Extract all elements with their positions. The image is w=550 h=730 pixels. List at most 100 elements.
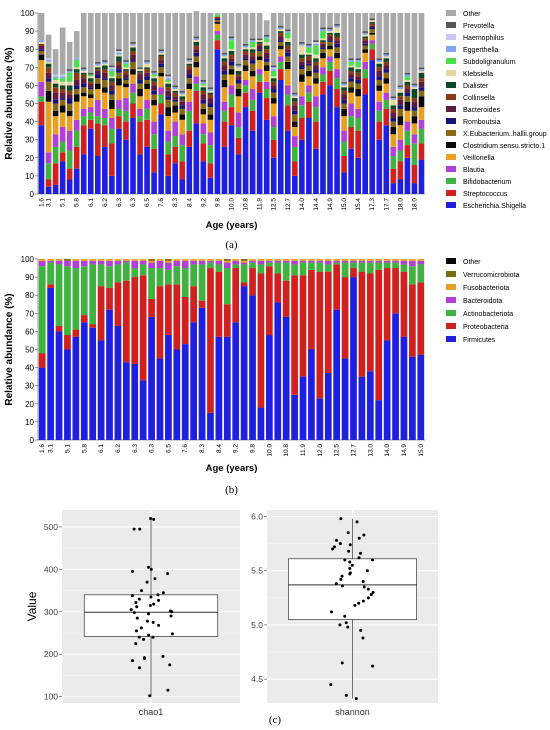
x-tick-label: 6.3 — [132, 444, 139, 453]
bar-segment-streptococcus — [116, 116, 122, 129]
bar-segment-firmicutes — [198, 307, 206, 440]
bar-segment-eggerthella — [299, 43, 305, 46]
bar-segment-other — [59, 27, 66, 75]
data-point — [130, 570, 134, 574]
data-point — [130, 594, 134, 598]
bar-segment-actinobacteriota — [324, 264, 332, 272]
data-point — [134, 600, 138, 604]
bar-segment-subdoligranulum — [404, 76, 411, 80]
bar-segment-haemophilus — [45, 58, 52, 61]
bar-segment-firmicutes — [400, 336, 408, 440]
bar-segment-prevotella — [404, 72, 411, 75]
legend-entry: Other — [463, 11, 481, 18]
bar-segment-escherichia-shigella — [109, 175, 115, 194]
bar-segment-klebsiella — [320, 38, 326, 41]
bar-segment-fusobacteriota — [308, 259, 315, 261]
bar-segment-actinobacteriota — [106, 266, 113, 288]
bar-segment-veillonella — [214, 23, 221, 32]
bar-segment-clostridium-sensu-stricto-1 — [341, 108, 347, 117]
bar-segment-eggerthella — [179, 92, 186, 95]
bar-segment-escherichia-shigella — [52, 184, 59, 194]
bar-segment-bacteroidota — [232, 260, 240, 265]
bar-segment-bacteroidota — [47, 260, 54, 263]
bar-segment-bacteroides — [179, 101, 186, 106]
bar-segment-klebsiella — [256, 40, 263, 42]
bar-segment-prevotella — [390, 96, 397, 99]
bar-segment-firmicutes — [375, 400, 383, 440]
bar-segment-fusobacteriota — [257, 259, 265, 261]
y-tick-label: 100 — [21, 255, 35, 264]
bar-segment-veillonella — [306, 76, 312, 86]
bar-segment-x-eubacterium-hallii-group — [87, 89, 94, 95]
bar-segment-x-eubacterium-hallii-group — [418, 90, 425, 97]
bar-segment-bacteroidota — [240, 262, 248, 265]
bar-segment-other — [116, 13, 122, 50]
bar-segment-proteobacteria — [72, 329, 80, 337]
bar-segment-x-eubacterium-hallii-group — [52, 103, 59, 111]
bar-segment-dialister — [270, 78, 277, 82]
x-tick-label: 6.1 — [98, 444, 105, 453]
bar-segment-romboutsia — [397, 105, 404, 109]
bar-segment-bifidobacterium — [306, 92, 312, 102]
bar-segment-clostridium-sensu-stricto-1 — [130, 69, 136, 75]
data-point — [140, 589, 144, 593]
bar-segment-romboutsia — [334, 43, 340, 48]
bar-segment-collinsella — [179, 99, 186, 102]
bar-segment-proteobacteria — [265, 266, 273, 336]
bar-segment-klebsiella — [94, 65, 101, 68]
bar-segment-klebsiella — [45, 61, 52, 64]
bar-segment-proteobacteria — [38, 353, 46, 368]
bar-segment-bacteroides — [151, 85, 157, 91]
bar-segment-eggerthella — [80, 69, 87, 71]
bar-segment-eggerthella — [38, 40, 45, 42]
bar-segment-blautia — [334, 69, 340, 79]
boxplot-panel-chao1: 100 200 300 400 500 chao1 — [44, 510, 240, 717]
bar-segment-prevotella — [341, 81, 347, 84]
bar-segment-bacteroides — [284, 49, 291, 53]
bar-segment-actinobacteriota — [80, 266, 88, 316]
bar-segment-prevotella — [200, 79, 207, 82]
bar-segment-veillonella — [348, 92, 354, 104]
panel-label-c: (c) — [269, 714, 282, 726]
bar-segment-other — [418, 13, 425, 68]
bar-segment-other — [390, 13, 397, 97]
bar-segment-bacteroidota — [207, 260, 214, 263]
bar-segment-escherichia-shigella — [249, 130, 256, 194]
bar-segment-eggerthella — [249, 40, 256, 42]
bar-segment-x-eubacterium-hallii-group — [235, 83, 242, 90]
bar-segment-collinsella — [151, 81, 157, 86]
bar-segment-bacteroides — [411, 101, 418, 108]
data-point — [157, 598, 161, 602]
bar-segment-x-eubacterium-hallii-group — [369, 29, 376, 33]
bar-segment-subdoligranulum — [87, 74, 94, 77]
bar-segment-subdoligranulum — [73, 60, 80, 68]
data-point — [331, 547, 335, 551]
bar-segment-bifidobacterium — [383, 99, 390, 109]
bar-segment-subdoligranulum — [228, 40, 235, 50]
legend-swatch — [446, 118, 456, 124]
y-tick-label: 20 — [25, 154, 34, 163]
bar-segment-subdoligranulum — [313, 45, 319, 55]
legend-swatch — [446, 94, 456, 100]
bar-segment-haemophilus — [109, 67, 115, 70]
bar-segment-collinsella — [80, 74, 87, 79]
bar-segment-blautia — [292, 136, 298, 147]
x-category-label: shannon — [335, 707, 370, 717]
data-point — [135, 616, 139, 620]
bar-segment-x-eubacterium-hallii-group — [313, 72, 319, 79]
bar-segment-proteobacteria — [173, 284, 181, 350]
bar-segment-veillonella — [355, 96, 361, 109]
bar-segment-firmicutes — [156, 358, 164, 440]
bar-segment-prevotella — [277, 25, 284, 28]
bar-segment-fusobacteriota — [409, 259, 416, 261]
x-tick-label: 9.2 — [200, 198, 207, 207]
x-tick-label: 10.8 — [243, 198, 250, 211]
bar-segment-prevotella — [292, 92, 298, 95]
bar-segment-streptococcus — [186, 130, 193, 147]
legend-swatch — [446, 154, 456, 160]
legend-entry: X.Eubacterium..hallii.group — [463, 131, 547, 138]
x-tick-label: 9.2 — [233, 444, 240, 453]
bar-segment-actinobacteriota — [181, 268, 189, 298]
bar-segment-other — [158, 13, 164, 50]
bar-segment-romboutsia — [102, 78, 108, 80]
